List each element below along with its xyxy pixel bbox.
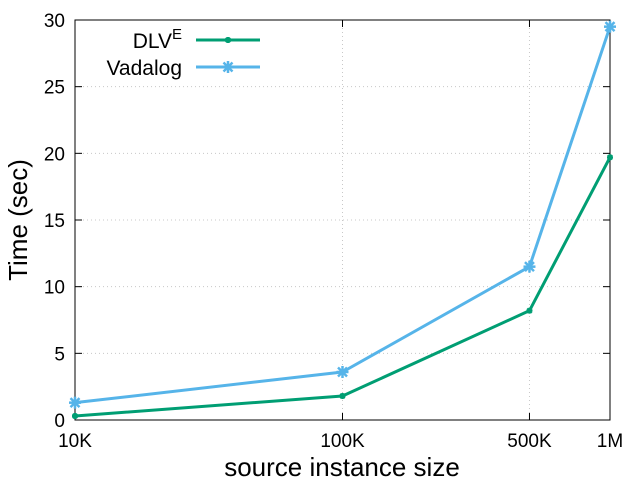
y-tick-label: 15	[44, 211, 65, 232]
legend-label-dlve: DLVE	[133, 26, 182, 53]
legend-marker-vadalog	[222, 61, 234, 73]
legend-entry-dlve: DLVE	[133, 26, 260, 53]
x-tick-label: 10K	[58, 431, 92, 452]
legend-label-dlve-sup: E	[172, 26, 182, 43]
data-point-marker	[607, 154, 613, 161]
y-tick-label: 0	[54, 411, 65, 432]
legend: DLVE Vadalog	[106, 26, 260, 80]
data-point-marker	[72, 413, 78, 419]
data-point-marker	[526, 307, 533, 314]
axis-ticks: 0 5 10 15 20 25 30 10K 100K 500K 1M	[44, 11, 623, 452]
series-vadalog	[69, 20, 616, 409]
legend-label-vadalog: Vadalog	[106, 57, 182, 80]
y-axis-label: Time (sec)	[3, 159, 33, 281]
legend-star-marker	[222, 61, 234, 73]
legend-marker-dlve	[225, 37, 231, 43]
data-point-marker	[336, 366, 349, 378]
grid-lines	[75, 20, 610, 420]
legend-entry-vadalog: Vadalog	[106, 57, 260, 80]
series-line	[74, 26, 612, 405]
y-tick-label: 10	[44, 278, 65, 299]
data-series	[69, 20, 616, 419]
x-tick-label: 100K	[320, 431, 365, 452]
y-tick-label: 20	[44, 144, 65, 165]
series-line	[74, 156, 612, 418]
x-axis-label: source instance size	[224, 452, 460, 480]
x-tick-label: 500K	[507, 431, 552, 452]
x-tick-label: 1M	[597, 431, 623, 452]
series-dlv	[72, 154, 613, 419]
legend-star-marker	[225, 37, 231, 43]
y-tick-label: 5	[54, 344, 65, 365]
data-point-marker	[69, 396, 81, 409]
data-point-marker	[523, 260, 536, 273]
data-point-marker	[604, 20, 616, 33]
y-tick-label: 25	[44, 78, 65, 99]
data-point-marker	[339, 393, 346, 399]
legend-label-dlve-main: DLV	[133, 30, 172, 53]
y-tick-label: 30	[44, 11, 65, 32]
